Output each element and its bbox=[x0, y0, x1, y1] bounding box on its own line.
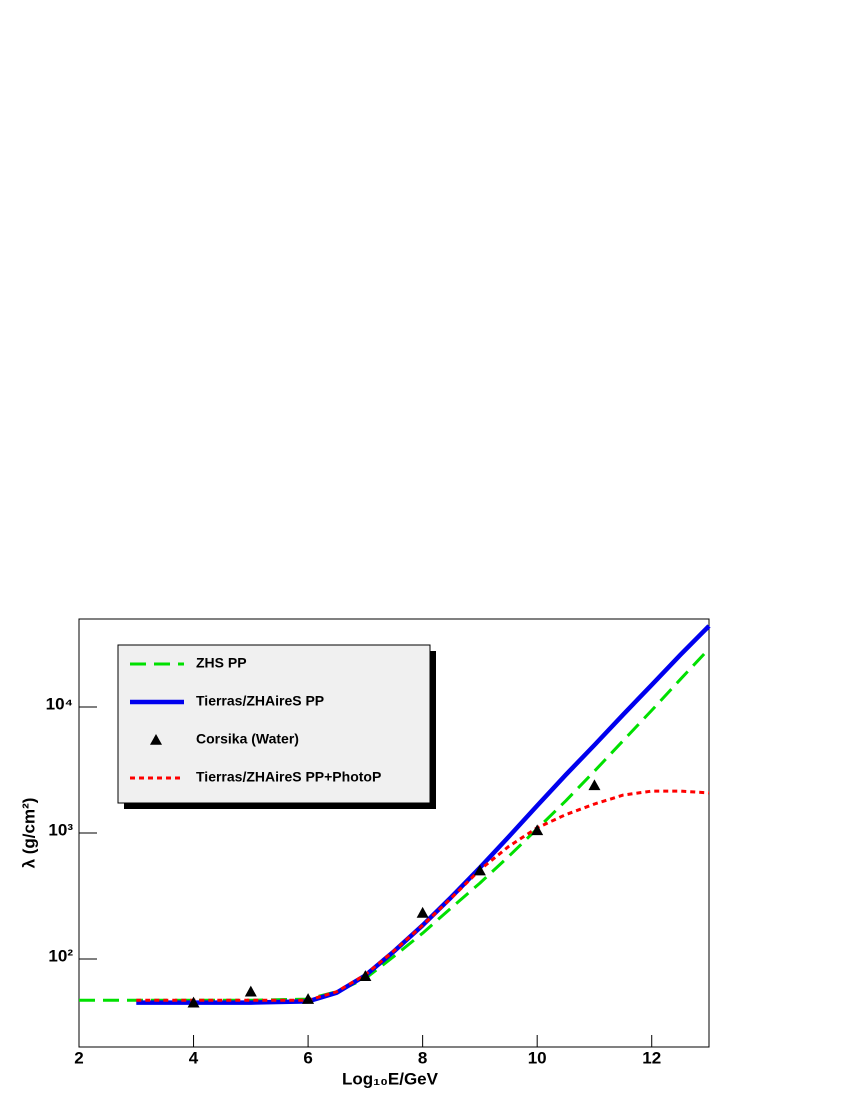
y-axis-label: λ (g/cm²) bbox=[19, 798, 38, 869]
marker bbox=[588, 779, 601, 791]
y-tick-label: 10² bbox=[48, 946, 73, 965]
marker bbox=[473, 864, 486, 876]
x-tick-label: 10 bbox=[528, 1048, 547, 1067]
marker bbox=[244, 985, 257, 997]
marker bbox=[416, 906, 429, 918]
x-tick-label: 12 bbox=[642, 1048, 661, 1067]
marker bbox=[302, 993, 315, 1004]
y-tick-label: 10³ bbox=[48, 820, 73, 839]
series-line bbox=[136, 789, 710, 1002]
x-tick-label: 8 bbox=[418, 1048, 427, 1067]
marker bbox=[531, 824, 544, 836]
legend-label: ZHS PP bbox=[196, 655, 247, 671]
legend-marker bbox=[150, 734, 162, 745]
x-tick-label: 2 bbox=[74, 1048, 83, 1067]
series-line bbox=[79, 647, 711, 1002]
x-tick-label: 4 bbox=[189, 1048, 199, 1067]
x-axis-label: Log₁₀E/GeV bbox=[342, 1069, 439, 1088]
legend-label: Tierras/ZHAireS PP+PhotoP bbox=[196, 769, 381, 785]
marker bbox=[359, 970, 372, 981]
y-tick-label: 10⁴ bbox=[46, 695, 73, 714]
x-tick-label: 6 bbox=[303, 1048, 312, 1067]
legend-label: Corsika (Water) bbox=[196, 731, 299, 747]
marker bbox=[187, 996, 200, 1008]
legend-label: Tierras/ZHAireS PP bbox=[196, 693, 324, 709]
